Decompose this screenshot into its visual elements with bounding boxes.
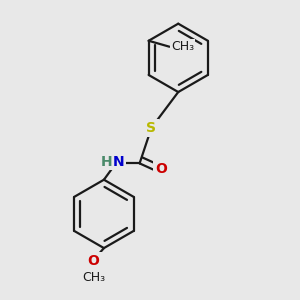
- Text: N: N: [113, 155, 124, 169]
- Text: O: O: [155, 162, 167, 176]
- Text: S: S: [146, 121, 157, 135]
- Text: CH₃: CH₃: [171, 40, 194, 53]
- Text: H: H: [100, 155, 112, 169]
- Text: CH₃: CH₃: [82, 271, 105, 284]
- Text: O: O: [88, 254, 100, 268]
